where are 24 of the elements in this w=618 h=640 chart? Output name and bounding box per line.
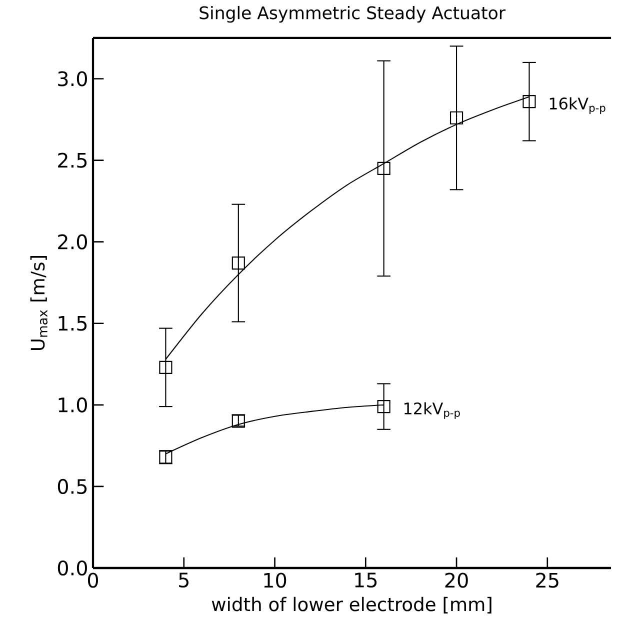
point <box>377 162 390 175</box>
y-tick-label: 1.5 <box>58 316 87 331</box>
y-axis-title: U$_{max}$ [m/s] <box>30 256 48 350</box>
x-tick-label: 25 <box>536 572 558 588</box>
x-tick-label: 5 <box>179 572 188 588</box>
chart-title: Single Asymmetric Steady Actuator <box>200 6 506 23</box>
x-tick-label: 15 <box>355 572 377 588</box>
y-tick-label: 3.0 <box>58 71 87 86</box>
series-label: 12kV$_{p-p}$ <box>404 402 460 419</box>
x-tick-label: 10 <box>264 572 286 588</box>
point <box>159 360 172 374</box>
y-tick-label: 1.0 <box>58 397 87 412</box>
point <box>522 95 536 108</box>
x-tick-label: 0 <box>88 572 98 588</box>
series-label: 16kV$_{p-p}$ <box>550 97 606 114</box>
point <box>232 256 245 270</box>
y-tick-label: 2.0 <box>58 234 87 250</box>
point <box>450 111 464 124</box>
y-tick-label: 0.0 <box>58 560 87 576</box>
x-tick-label: 20 <box>445 572 468 588</box>
point <box>377 400 390 414</box>
y-tick-label: 0.5 <box>58 478 87 494</box>
y-tick-label: 2.5 <box>58 152 87 168</box>
x-axis-title: width of lower electrode [mm] <box>212 596 492 614</box>
